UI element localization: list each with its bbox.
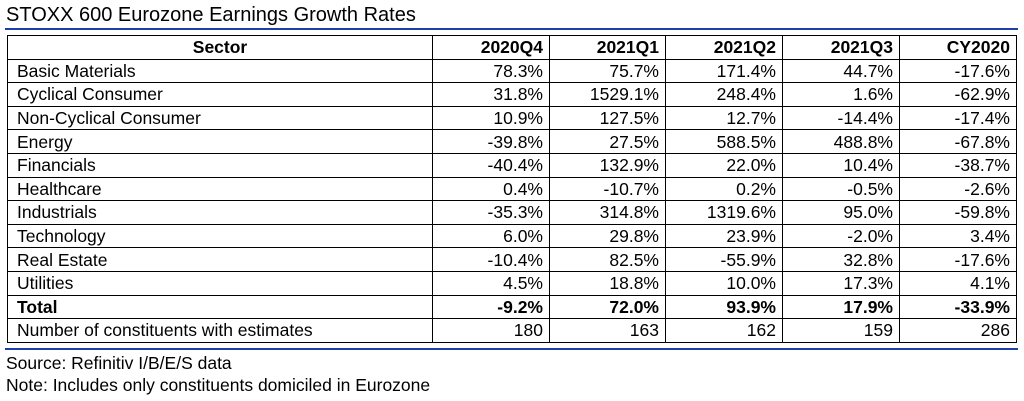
- footer-divider: [5, 348, 1018, 350]
- table-row: Basic Materials 78.3% 75.7% 171.4% 44.7% -17.…: [7, 58, 1017, 84]
- value-cell: 6.0%: [432, 223, 550, 249]
- value-cell: 171.4%: [665, 58, 783, 84]
- value-cell: -2.0%: [782, 223, 900, 249]
- sector-name-cell: Industrials: [7, 200, 433, 225]
- value-cell: 23.9%: [665, 223, 783, 249]
- column-header-2020q4: 2020Q4: [432, 35, 550, 60]
- table-row: Industrials -35.3% 314.8% 1319.6% 95.0% -59.8…: [7, 200, 1017, 225]
- sector-name-cell: Cyclical Consumer: [7, 82, 433, 107]
- value-cell: 10.4%: [782, 152, 900, 178]
- value-cell: 132.9%: [549, 152, 666, 178]
- value-cell: 29.8%: [549, 223, 666, 249]
- table-row: Cyclical Consumer 31.8% 1529.1% 248.4% 1.6% -…: [7, 82, 1017, 107]
- value-cell: 163: [549, 318, 666, 343]
- value-cell: 93.9%: [665, 294, 783, 320]
- sector-name-cell: Technology: [7, 223, 433, 249]
- table-row: Real Estate -10.4% 82.5% -55.9% 32.8% -17.6%: [7, 247, 1017, 272]
- value-cell: 162: [665, 318, 783, 343]
- value-cell: 180: [432, 318, 550, 343]
- sector-name-cell: Non-Cyclical Consumer: [7, 105, 433, 131]
- value-cell: 22.0%: [665, 152, 783, 178]
- value-cell: 32.8%: [782, 247, 900, 272]
- sector-name-cell: Total: [7, 294, 433, 320]
- value-cell: 31.8%: [432, 82, 550, 107]
- total-row: Total -9.2% 72.0% 93.9% 17.9% -33.9%: [7, 294, 1017, 320]
- value-cell: -10.4%: [432, 247, 550, 272]
- value-cell: 1.6%: [782, 82, 900, 107]
- value-cell: -38.7%: [899, 152, 1017, 178]
- value-cell: 95.0%: [782, 200, 900, 225]
- table-row: Utilities 4.5% 18.8% 10.0% 17.3% 4.1%: [7, 270, 1017, 296]
- value-cell: 248.4%: [665, 82, 783, 107]
- sector-name-cell: Utilities: [7, 270, 433, 296]
- value-cell: 82.5%: [549, 247, 666, 272]
- table-title: STOXX 600 Eurozone Earnings Growth Rates: [6, 4, 416, 26]
- table-row: Non-Cyclical Consumer 10.9% 127.5% 12.7% -14…: [7, 105, 1017, 131]
- value-cell: 3.4%: [899, 223, 1017, 249]
- constituents-row: Number of constituents with estimates 180…: [7, 318, 1017, 343]
- value-cell: -14.4%: [782, 105, 900, 131]
- value-cell: -55.9%: [665, 247, 783, 272]
- sector-name-cell: Basic Materials: [7, 58, 433, 84]
- footnote: Note: Includes only constituents domicil…: [6, 375, 431, 395]
- column-header-2021q1: 2021Q1: [549, 35, 666, 60]
- sector-name-cell: Financials: [7, 152, 433, 178]
- table-body: Basic Materials 78.3% 75.7% 171.4% 44.7% -17.…: [7, 58, 1017, 343]
- value-cell: -59.8%: [899, 200, 1017, 225]
- column-header-cy2020: CY2020: [899, 35, 1017, 60]
- earnings-growth-table: Sector 2020Q4 2021Q1 2021Q2 2021Q3 CY202…: [7, 35, 1017, 343]
- value-cell: -0.5%: [782, 176, 900, 202]
- table-row: Healthcare 0.4% -10.7% 0.2% -0.5% -2.6%: [7, 176, 1017, 202]
- value-cell: -10.7%: [549, 176, 666, 202]
- value-cell: -67.8%: [899, 129, 1017, 154]
- value-cell: 78.3%: [432, 58, 550, 84]
- sector-name-cell: Real Estate: [7, 247, 433, 272]
- table-row: Energy -39.8% 27.5% 588.5% 488.8% -67.8%: [7, 129, 1017, 154]
- value-cell: -9.2%: [432, 294, 550, 320]
- column-header-2021q3: 2021Q3: [782, 35, 900, 60]
- table-row: Technology 6.0% 29.8% 23.9% -2.0% 3.4%: [7, 223, 1017, 249]
- value-cell: -17.6%: [899, 58, 1017, 84]
- value-cell: 44.7%: [782, 58, 900, 84]
- value-cell: 17.9%: [782, 294, 900, 320]
- value-cell: -17.6%: [899, 247, 1017, 272]
- value-cell: 159: [782, 318, 900, 343]
- value-cell: 127.5%: [549, 105, 666, 131]
- header-row: Sector 2020Q4 2021Q1 2021Q2 2021Q3 CY202…: [7, 35, 1017, 60]
- value-cell: 75.7%: [549, 58, 666, 84]
- value-cell: 314.8%: [549, 200, 666, 225]
- sector-name-cell: Healthcare: [7, 176, 433, 202]
- value-cell: 0.2%: [665, 176, 783, 202]
- value-cell: 488.8%: [782, 129, 900, 154]
- value-cell: 1319.6%: [665, 200, 783, 225]
- value-cell: -39.8%: [432, 129, 550, 154]
- value-cell: 17.3%: [782, 270, 900, 296]
- value-cell: 588.5%: [665, 129, 783, 154]
- source-note: Source: Refinitiv I/B/E/S data: [6, 353, 232, 373]
- column-header-sector: Sector: [7, 35, 433, 60]
- value-cell: 72.0%: [549, 294, 666, 320]
- value-cell: 4.5%: [432, 270, 550, 296]
- column-header-2021q2: 2021Q2: [665, 35, 783, 60]
- title-divider: [5, 28, 1018, 30]
- value-cell: -33.9%: [899, 294, 1017, 320]
- value-cell: 4.1%: [899, 270, 1017, 296]
- value-cell: -2.6%: [899, 176, 1017, 202]
- value-cell: 12.7%: [665, 105, 783, 131]
- sector-name-cell: Energy: [7, 129, 433, 154]
- sector-name-cell: Number of constituents with estimates: [7, 318, 433, 343]
- value-cell: 10.9%: [432, 105, 550, 131]
- value-cell: 10.0%: [665, 270, 783, 296]
- value-cell: -62.9%: [899, 82, 1017, 107]
- table-row: Financials -40.4% 132.9% 22.0% 10.4% -38.7%: [7, 152, 1017, 178]
- value-cell: 1529.1%: [549, 82, 666, 107]
- value-cell: 18.8%: [549, 270, 666, 296]
- value-cell: -35.3%: [432, 200, 550, 225]
- value-cell: 27.5%: [549, 129, 666, 154]
- value-cell: -17.4%: [899, 105, 1017, 131]
- value-cell: -40.4%: [432, 152, 550, 178]
- value-cell: 0.4%: [432, 176, 550, 202]
- value-cell: 286: [899, 318, 1017, 343]
